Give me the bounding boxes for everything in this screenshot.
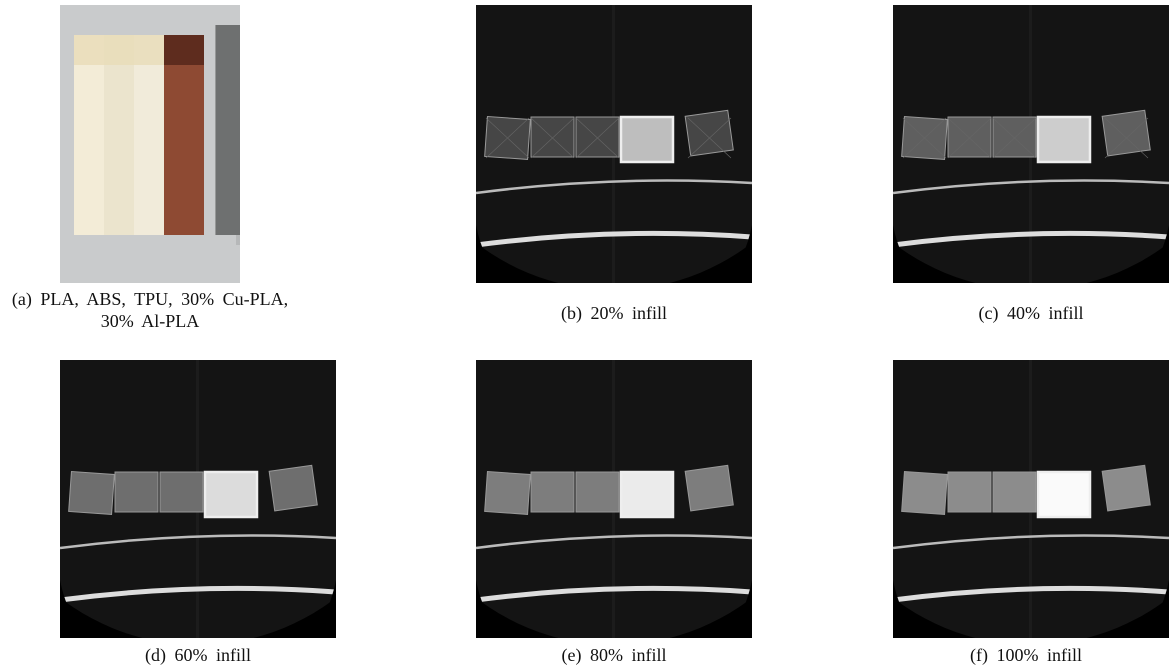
ct-scan	[476, 360, 752, 638]
ct-scan	[893, 5, 1169, 283]
caption: (b) 20% infill	[464, 302, 764, 324]
sample-tile	[160, 472, 203, 512]
sample-tile	[902, 472, 948, 515]
sample-tile	[269, 465, 317, 511]
sample-tile	[948, 472, 991, 512]
sample-tile	[685, 465, 733, 511]
sample-tile	[485, 472, 531, 515]
sample-tile	[1038, 117, 1090, 162]
sample-tile	[685, 110, 733, 156]
sample-tile	[69, 472, 115, 515]
sample-tile	[621, 472, 673, 517]
ct-scan	[60, 360, 336, 638]
sample-tile	[993, 117, 1036, 157]
ct-scan	[893, 360, 1169, 638]
sample-tile	[531, 117, 574, 157]
sample-tile	[205, 472, 257, 517]
caption: (d) 60% infill	[48, 644, 348, 666]
sample-tile	[115, 472, 158, 512]
sample-tile	[621, 117, 673, 162]
sample-tile	[948, 117, 991, 157]
sample-tile	[1102, 465, 1150, 511]
caption: (f) 100% infill	[881, 644, 1170, 666]
sample-tile	[993, 472, 1036, 512]
caption: (a) PLA, ABS, TPU, 30% Cu-PLA, 30% Al-PL…	[0, 288, 300, 332]
figure-page: (a) PLA, ABS, TPU, 30% Cu-PLA, 30% Al-PL…	[0, 0, 1170, 667]
ct-scan	[476, 5, 752, 283]
caption: (e) 80% infill	[464, 644, 764, 666]
caption: (c) 40% infill	[881, 302, 1170, 324]
sample-tile	[1038, 472, 1090, 517]
sample-tile	[531, 472, 574, 512]
sample-tile	[1102, 110, 1150, 156]
sample-tile	[576, 117, 619, 157]
sample-tile	[576, 472, 619, 512]
photo	[60, 5, 240, 283]
